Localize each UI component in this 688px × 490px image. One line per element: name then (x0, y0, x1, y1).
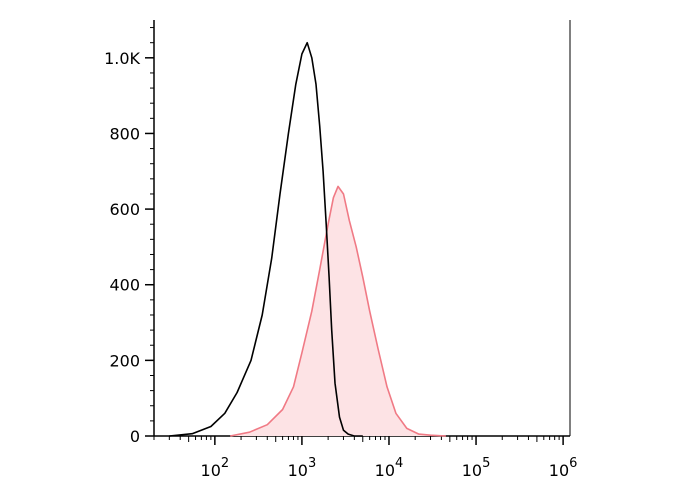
y-tick-label: 800 (109, 124, 140, 143)
x-tick-label: 102 (201, 456, 230, 480)
x-tick-label: 103 (288, 456, 317, 480)
y-tick-label: 400 (109, 276, 140, 295)
y-tick-label: 600 (109, 200, 140, 219)
series-line (230, 185, 446, 437)
x-tick-label: 104 (375, 456, 404, 480)
y-tick-label: 1.0K (104, 49, 140, 68)
x-tick-label: 105 (462, 456, 491, 480)
series-line (169, 41, 363, 437)
y-tick-label: 0 (130, 427, 140, 446)
y-tick-label: 200 (109, 351, 140, 370)
x-tick-label: 106 (549, 456, 578, 480)
series-fill (230, 186, 446, 436)
